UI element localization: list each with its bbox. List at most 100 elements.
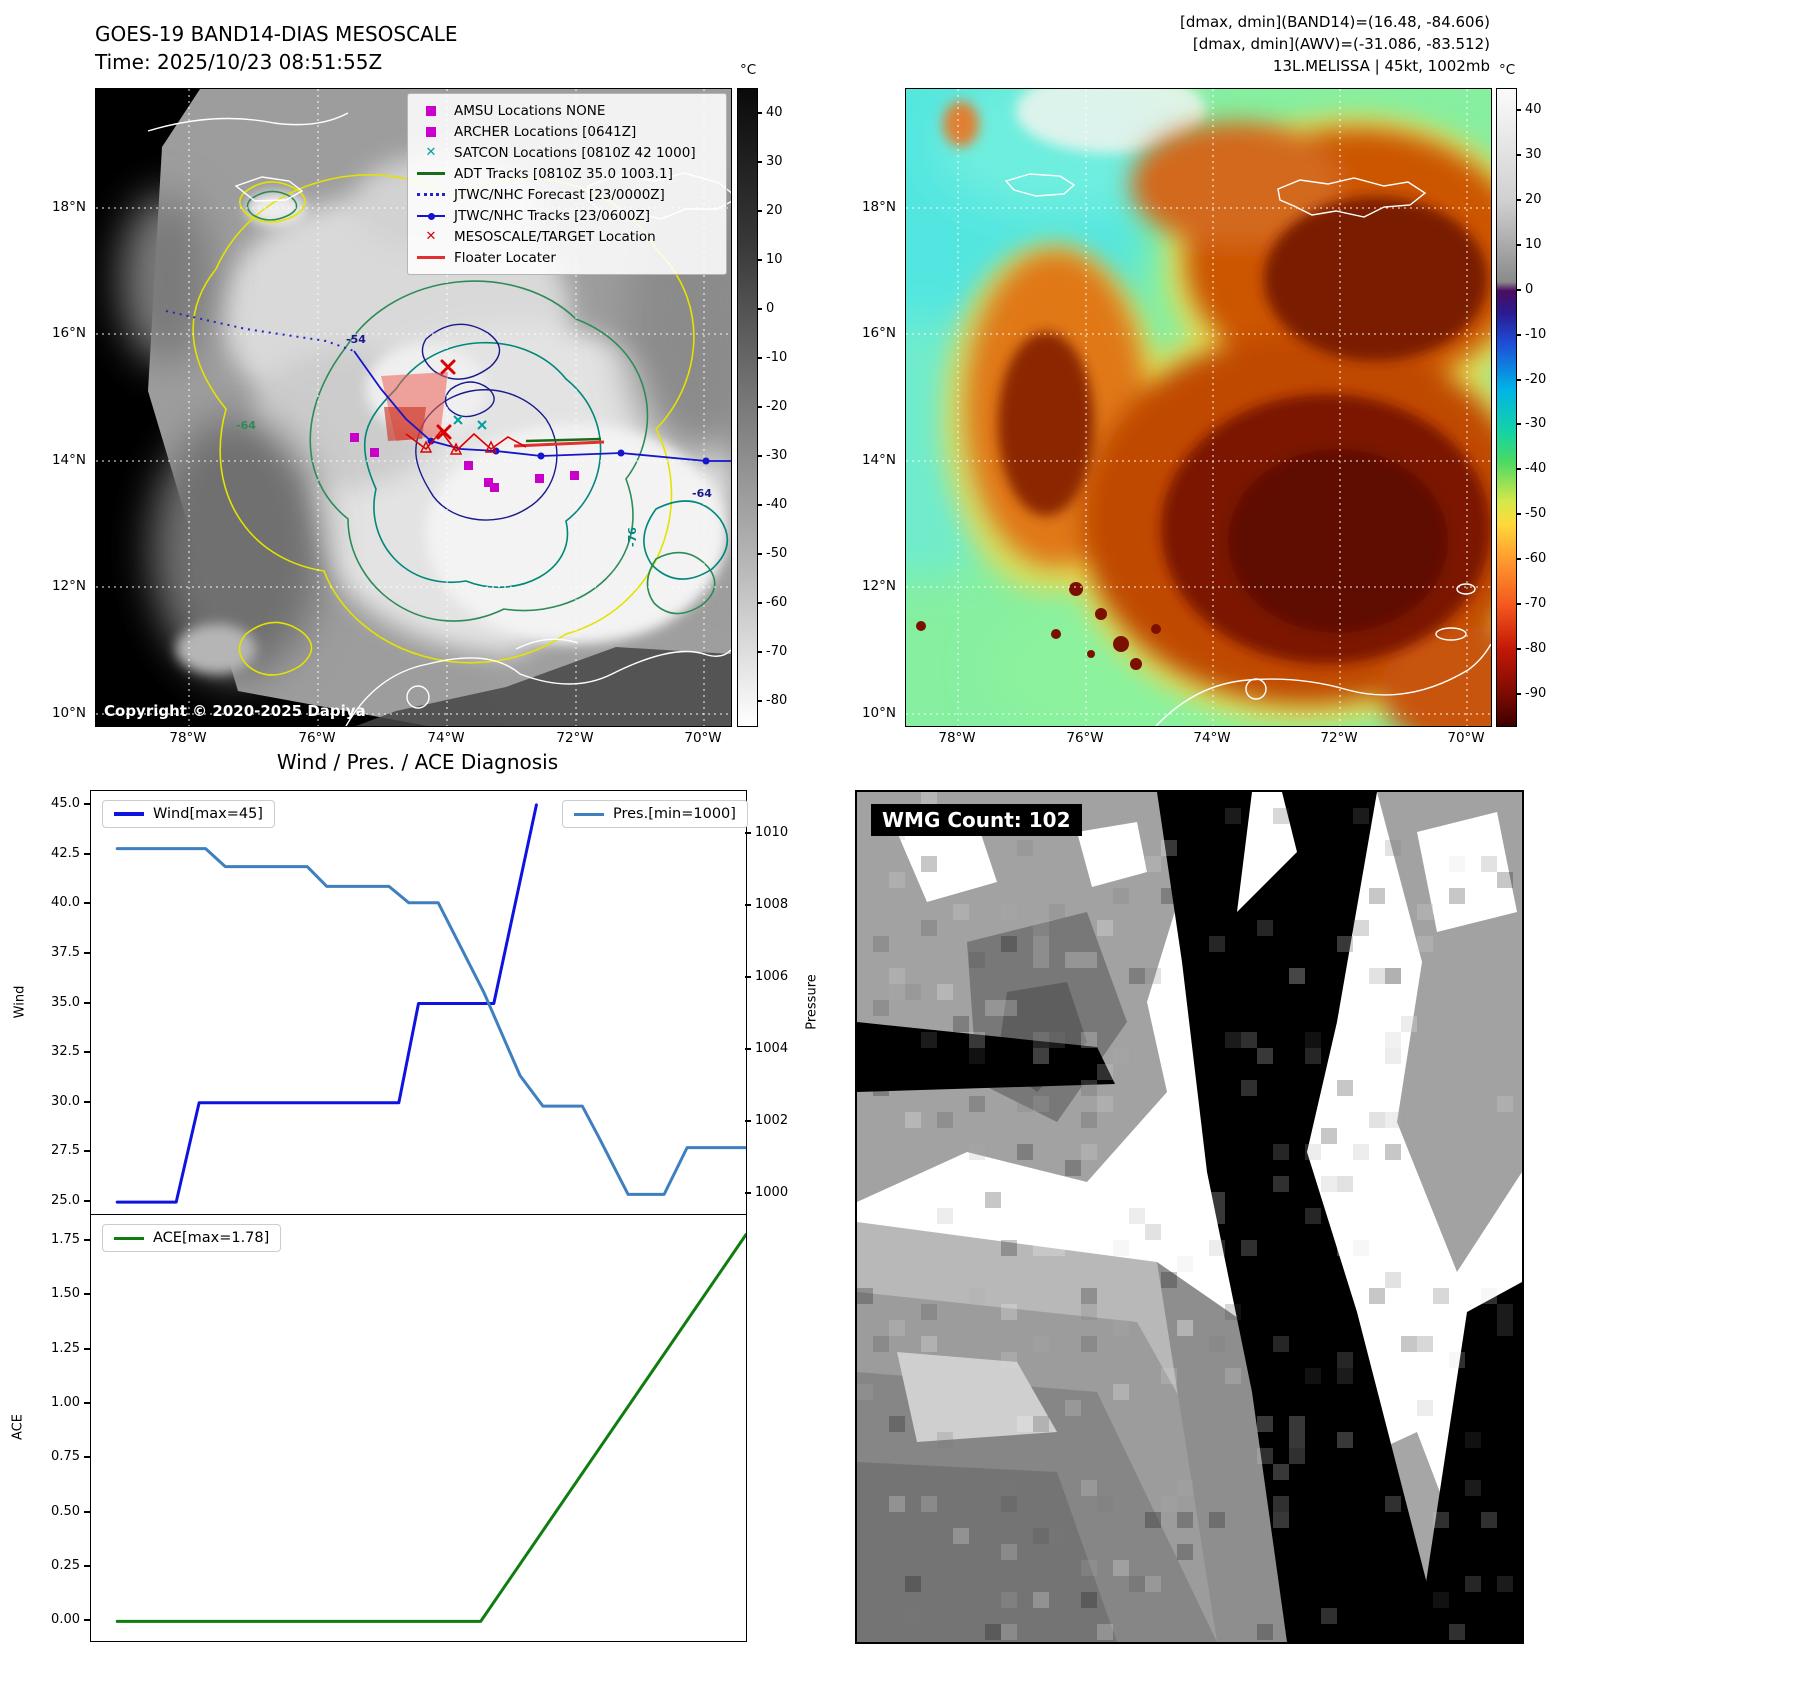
- band14-lon-axis: 78°W 76°W 74°W 72°W 70°W: [95, 730, 730, 750]
- legend-item: AMSU Locations NONE: [416, 100, 718, 121]
- dmax-awv-line: [dmax, dmin](AWV)=(-31.086, -83.512): [1192, 34, 1490, 53]
- colorbar-tick-label: -10: [766, 349, 788, 365]
- lat-tick-label: 16°N: [861, 325, 896, 342]
- lat-tick-label: 12°N: [861, 578, 896, 595]
- coastlines: [1004, 173, 1491, 726]
- square-marker-icon: [426, 126, 436, 137]
- axis-tick-label: 40.0: [51, 895, 80, 911]
- colorbar-tick-label: 0: [766, 300, 775, 316]
- legend-item-label: JTWC/NHC Forecast [23/0000Z]: [454, 186, 665, 203]
- colorbar-tick-label: -50: [766, 545, 788, 561]
- axis-tick-label: 1010: [755, 825, 789, 841]
- ace-line-sample-icon: [114, 1236, 144, 1240]
- band14-lat-axis: 18°N 16°N 14°N 12°N 10°N: [40, 88, 88, 725]
- legend-item-label: MESOSCALE/TARGET Location: [454, 228, 656, 245]
- band14-map-panel: -54 -64 -64 -76: [95, 88, 732, 727]
- legend-item-label: ARCHER Locations [0641Z]: [454, 123, 637, 140]
- colorbar-tick-label: -40: [766, 496, 788, 512]
- axis-tick-label: 45.0: [51, 795, 80, 811]
- colorbar-tick-label: -60: [766, 594, 788, 610]
- ace-axis-ticks: 0.00 0.25 0.50 0.75 1.00 1.25 1.50 1.75: [24, 1214, 90, 1640]
- contour-label: -54: [346, 333, 366, 346]
- colorbar-tick-label: -80: [766, 692, 788, 708]
- colorbar-tick-label: 30: [1525, 147, 1542, 163]
- axis-tick-label: 1.75: [51, 1232, 80, 1248]
- x-marker-icon: ✕: [425, 145, 437, 160]
- colorbar-tick-label: 40: [766, 104, 783, 120]
- contour-label: -76: [626, 527, 639, 547]
- awv-satellite-image: [906, 89, 1491, 726]
- legend-item-label: AMSU Locations NONE: [454, 102, 606, 119]
- axis-tick-label: 25.0: [51, 1193, 80, 1209]
- wind-pressure-chart: [90, 790, 747, 1217]
- legend-item: ✕ MESOSCALE/TARGET Location: [416, 226, 718, 247]
- lat-tick-label: 10°N: [861, 704, 896, 721]
- amsu-archer-squares: [350, 433, 579, 492]
- legend-item-label: JTWC/NHC Tracks [23/0600Z]: [454, 207, 651, 224]
- legend-item-label: SATCON Locations [0810Z 42 1000]: [454, 144, 696, 161]
- legend-item: JTWC/NHC Tracks [23/0600Z]: [416, 205, 718, 226]
- wind-legend-label: Wind[max=45]: [153, 806, 263, 822]
- lon-tick-label: 78°W: [169, 730, 207, 746]
- colorbar-tick-label: -70: [1525, 595, 1547, 611]
- axis-tick-label: 1002: [755, 1113, 789, 1129]
- lon-tick-label: 70°W: [684, 730, 722, 746]
- ACE[max=1.78]-line: [115, 1233, 746, 1623]
- axis-tick-label: 1.50: [51, 1286, 80, 1302]
- contour-label: -64: [236, 419, 256, 432]
- lat-tick-label: 14°N: [861, 452, 896, 468]
- pressure-line-sample-icon: [574, 812, 604, 816]
- lon-tick-label: 74°W: [1193, 730, 1231, 746]
- lon-tick-label: 74°W: [427, 730, 465, 746]
- colorbar-tick-label: -20: [1525, 371, 1547, 387]
- lon-tick-label: 70°W: [1447, 730, 1485, 746]
- awv-map-panel: [905, 88, 1492, 727]
- awv-lat-axis: 18°N 16°N 14°N 12°N 10°N: [850, 88, 898, 725]
- lat-tick-label: 16°N: [51, 325, 86, 342]
- legend-item: Floater Locater: [416, 247, 718, 268]
- line-marker-icon: [417, 172, 445, 175]
- axis-tick-label: 32.5: [51, 1044, 80, 1060]
- axis-tick-label: 0.75: [51, 1449, 80, 1465]
- axis-tick-label: 30.0: [51, 1093, 80, 1109]
- axis-tick-label: 0.50: [51, 1503, 80, 1519]
- ace-axis-label: ACE: [10, 1414, 26, 1440]
- lat-tick-label: 10°N: [51, 704, 86, 721]
- axis-tick-label: 1008: [755, 897, 789, 913]
- lat-tick-label: 12°N: [51, 578, 86, 595]
- axis-tick-label: 0.25: [51, 1558, 80, 1574]
- colorbar-tick-label: 0: [1525, 281, 1534, 297]
- ace-legend: ACE[max=1.78]: [102, 1224, 282, 1252]
- dmax-band14-line: [dmax, dmin](BAND14)=(16.48, -84.606): [1179, 13, 1490, 31]
- wind-axis-label: Wind: [12, 985, 28, 1019]
- target-x-markers: [436, 359, 456, 440]
- x-marker-icon: ✕: [425, 229, 437, 244]
- legend-item: ADT Tracks [0810Z 35.0 1003.1]: [416, 163, 718, 184]
- band14-colorbar: [737, 88, 758, 727]
- colorbar-tick-label: 10: [1525, 237, 1542, 252]
- band14-colorbar-ticks: 40 30 20 10 0 -10 -20 -30 -40 -50 -60 -70 -80: [758, 88, 818, 725]
- colorbar-tick-label: -20: [766, 398, 788, 414]
- colorbar-tick-label: 30: [766, 153, 783, 169]
- colorbar-tick-label: -50: [1525, 506, 1547, 522]
- colorbar-tick-label: 20: [1525, 192, 1542, 208]
- axis-tick-label: 37.5: [51, 944, 80, 960]
- awv-colorbar: [1496, 88, 1517, 727]
- awv-colorbar-unit: °C: [1499, 62, 1516, 78]
- convective-speckles: [916, 582, 1161, 670]
- legend-item: JTWC/NHC Forecast [23/0000Z]: [416, 184, 718, 205]
- lon-tick-label: 76°W: [298, 730, 336, 746]
- lon-tick-label: 78°W: [938, 730, 976, 746]
- lon-tick-label: 72°W: [556, 730, 594, 746]
- colorbar-tick-label: -80: [1525, 640, 1547, 656]
- wind-axis-ticks: 25.0 27.5 30.0 32.5 35.0 37.5 40.0 42.5 45.0: [24, 790, 90, 1215]
- pressure-legend-label: Pres.[min=1000]: [613, 806, 736, 822]
- wind-legend: Wind[max=45]: [102, 800, 275, 828]
- graticule: [906, 89, 1491, 726]
- map-legend: AMSU Locations NONE ARCHER Locations [064…: [407, 93, 727, 275]
- axis-tick-label: 27.5: [51, 1143, 80, 1159]
- wmg-count-label: WMG Count: 102: [871, 804, 1082, 836]
- axis-tick-label: 35.0: [51, 994, 80, 1010]
- colorbar-tick-label: 40: [1525, 102, 1542, 118]
